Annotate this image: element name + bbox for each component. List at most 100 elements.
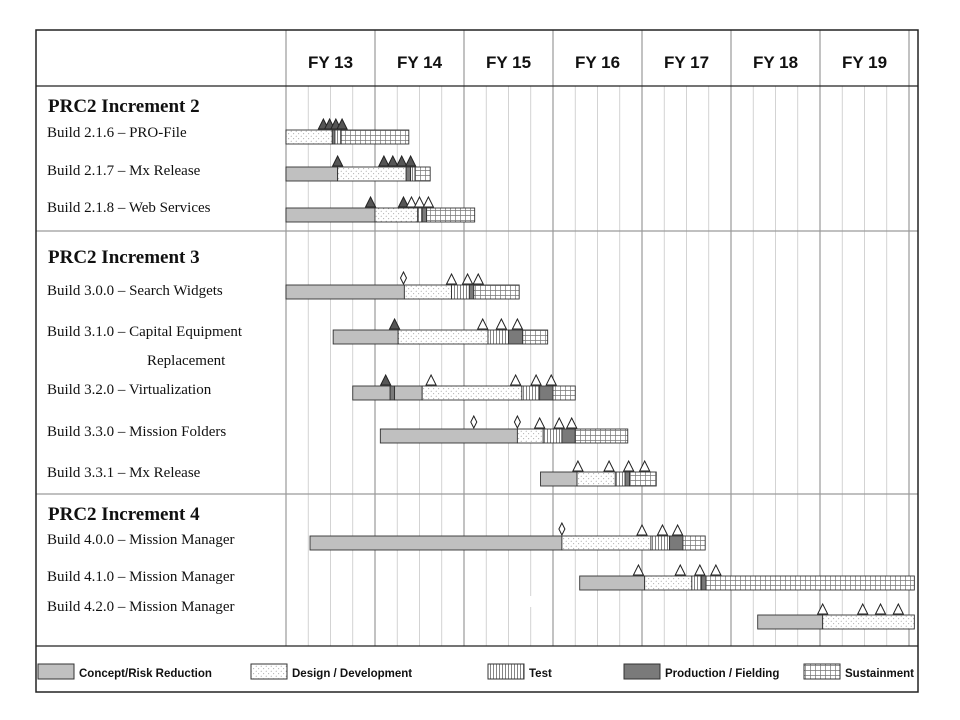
phase-segment-concept [352,385,391,401]
legend-swatch-production [623,663,661,680]
build-label: Build 3.2.0 – Virtualization [47,382,212,398]
milestone-filled-triangle [404,154,417,167]
legend-label: Production / Fielding [665,668,779,680]
milestone-open-triangle [553,416,566,429]
fiscal-year-label: FY 14 [397,53,443,72]
milestone-open-triangle [445,272,458,285]
phase-segment-sustainment [426,207,476,223]
milestone-filled-triangle [379,373,392,386]
milestone-open-triangle [656,523,669,536]
milestone-open-triangle [422,195,435,208]
phase-segment-concept [332,329,399,345]
phase-segment-production [539,385,554,401]
legend-swatch-design [250,663,288,680]
blank-patch [512,596,534,607]
phase-segment-production [669,535,684,551]
build-label-continuation: Replacement [147,353,226,369]
milestone-open-triangle [545,373,558,386]
phase-segment-concept [757,614,824,630]
legend-swatch-concept [37,663,75,680]
phase-segment-concept [285,166,339,182]
fiscal-year-header: FY 13 FY 14 FY 15 FY 16 FY 17 FY 18 FY 19 [308,53,887,72]
milestone-open-triangle [495,317,508,330]
outer-border [35,29,919,693]
legend-label: Test [529,668,552,680]
fiscal-year-label: FY 18 [753,53,798,72]
milestone-open-triangle [816,602,829,615]
phase-segment-concept [540,471,578,487]
milestone-open-triangle [533,416,546,429]
phase-segment-test [650,535,671,551]
phase-segment-production [701,575,707,591]
phase-segment-production [624,471,630,487]
milestone-open-triangle [472,272,485,285]
milestone-open-triangle [694,563,706,576]
milestone-open-triangle [874,602,887,615]
phase-segment-production [468,284,475,300]
milestone-open-triangle [603,459,615,472]
milestone-open-triangle [425,373,437,386]
phase-segment-design [337,166,407,182]
milestone-open-triangle [405,195,418,208]
phase-segment-production [508,329,524,345]
phase-segment-design [644,575,693,591]
milestone-filled-triangle [364,195,377,208]
build-rows: PRC2 Increment 2 Build 2.1.6 – PRO-File Bu… [47,96,915,630]
milestone-open-triangle [622,459,635,472]
milestone-filled-triangle [397,195,410,208]
phase-segment-sustainment [473,284,520,300]
phase-segment-concept [285,207,376,223]
milestone-open-triangle [461,272,474,285]
milestone-open-triangle [892,602,905,615]
phase-segment-production [405,166,412,182]
phase-segment-design [561,535,652,551]
milestone-filled-triangle [386,154,399,167]
group-title: PRC2 Increment 3 [48,247,200,268]
phase-segment-concept [579,575,646,591]
build-label: Build 3.1.0 – Capital Equipment [47,324,243,340]
milestone-filled-triangle [378,154,390,167]
fiscal-year-label: FY 16 [575,53,620,72]
phase-segment-design [516,428,544,444]
milestone-open-triangle [511,317,524,330]
phase-segment-design [374,207,419,223]
legend-swatch-test [487,663,525,680]
group-title: PRC2 Increment 2 [48,96,200,117]
phase-segment-concept [394,385,423,401]
fiscal-year-label: FY 19 [842,53,887,72]
build-label: Build 2.1.7 – Mx Release [47,163,201,179]
build-label: Build 4.2.0 – Mission Manager [47,599,235,615]
phase-segment-production [561,428,576,444]
phase-segment-sustainment [522,329,549,345]
milestone-open-triangle [710,563,722,576]
phase-segment-design [576,471,616,487]
milestone-diamond [558,521,566,537]
phase-segment-concept [379,428,518,444]
phase-segment-test [410,166,416,182]
phase-segment-design [397,329,489,345]
milestone-open-triangle [413,195,426,208]
phase-segment-sustainment [552,385,576,401]
phase-segment-sustainment [340,129,410,145]
phase-segment-production [421,207,428,223]
phase-segment-concept [309,535,563,551]
milestone-open-triangle [530,373,542,386]
milestone-diamond [399,270,408,286]
fiscal-year-label: FY 17 [664,53,709,72]
phase-segment-design [822,614,915,630]
phase-segment-test [487,329,509,345]
legend: Concept/Risk Reduction Design / Developme… [37,663,914,680]
phase-segment-design [285,129,333,145]
milestone-open-triangle [509,373,522,386]
phase-segment-test [451,284,470,300]
milestone-open-triangle [638,459,651,472]
legend-swatch-sustainment [803,663,841,680]
fiscal-year-label: FY 13 [308,53,353,72]
legend-label: Sustainment [845,668,914,680]
milestone-open-triangle [636,523,648,536]
milestone-open-triangle [632,563,645,576]
milestone-filled-triangle [336,117,348,130]
milestone-filled-triangle [395,154,408,167]
milestone-open-triangle [674,563,687,576]
fiscal-year-label: FY 15 [486,53,531,72]
